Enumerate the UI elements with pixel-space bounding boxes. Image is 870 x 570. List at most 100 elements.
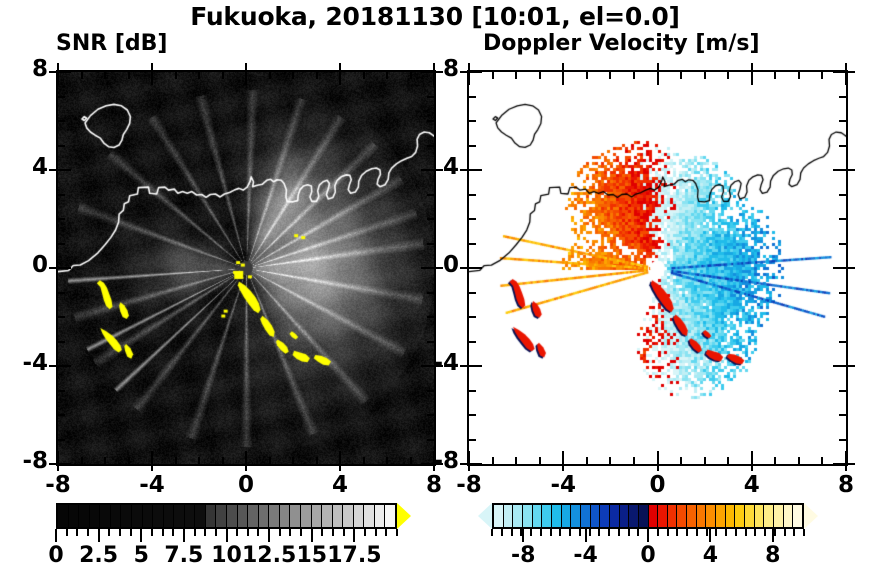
axis-tick: [58, 96, 65, 98]
axis-tick: [339, 451, 341, 464]
colorbar-minor-tick: [627, 529, 630, 536]
axis-tick: [421, 267, 434, 269]
colorbar-swatch: [142, 505, 154, 527]
axis-tick: [562, 63, 564, 70]
colorbar-minor-tick: [172, 529, 175, 536]
colorbar-minor-tick: [588, 529, 591, 536]
axis-tick: [427, 194, 434, 196]
colorbar-minor-tick: [118, 529, 121, 536]
axis-tick: [833, 463, 846, 465]
axis-tick: [839, 194, 846, 196]
colorbar-minor-tick: [656, 529, 659, 536]
snr-radar-panel[interactable]: [56, 70, 436, 466]
axis-tick: [848, 267, 855, 269]
axis-tick: [151, 464, 153, 471]
axis-tick: [839, 218, 846, 220]
left-colorbar-tick-label: 2.5: [79, 543, 119, 568]
axis-tick: [436, 169, 443, 171]
left-ytick-label: 0: [31, 252, 48, 278]
axis-tick: [839, 414, 846, 416]
colorbar-minor-tick: [520, 529, 523, 536]
axis-tick: [245, 464, 247, 471]
colorbar-minor-tick: [569, 529, 571, 536]
axis-tick: [774, 457, 776, 464]
axis-tick: [151, 451, 153, 464]
colorbar-swatch: [184, 505, 196, 527]
axis-tick: [436, 267, 443, 269]
axis-tick: [292, 457, 294, 464]
colorbar-major-tick: [310, 529, 313, 542]
axis-tick: [58, 439, 65, 441]
axis-tick: [427, 390, 434, 392]
colorbar-swatch: [561, 505, 572, 527]
colorbar-swatch: [687, 505, 697, 527]
right-ytick-label: 8: [442, 56, 459, 82]
colorbar-minor-tick: [374, 529, 377, 536]
axis-tick: [839, 341, 846, 343]
colorbar-minor-tick: [764, 529, 766, 536]
axis-tick: [848, 365, 855, 367]
axis-tick: [833, 169, 846, 171]
colorbar-swatch: [258, 505, 270, 527]
colorbar-over-arrow: [804, 503, 818, 529]
axis-tick: [609, 72, 611, 79]
colorbar-swatch: [353, 505, 365, 527]
colorbar-swatch: [503, 505, 514, 527]
axis-tick: [363, 72, 365, 79]
axis-tick: [657, 63, 659, 70]
axis-tick: [848, 71, 855, 73]
axis-tick: [421, 169, 434, 171]
axis-tick: [492, 72, 494, 79]
left-ytick-label: -8: [22, 448, 48, 474]
axis-tick: [175, 72, 177, 79]
axis-tick: [657, 464, 659, 471]
axis-tick: [469, 120, 476, 122]
axis-tick: [49, 365, 56, 367]
axis-tick: [839, 390, 846, 392]
colorbar-swatch: [590, 505, 601, 527]
colorbar-minor-tick: [803, 529, 805, 536]
snr-colorbar[interactable]: [56, 503, 411, 529]
axis-tick: [427, 292, 434, 294]
axis-tick: [845, 63, 847, 70]
colorbar-minor-tick: [65, 529, 68, 536]
colorbar-over-arrow: [397, 503, 411, 529]
axis-tick: [58, 365, 71, 367]
axis-tick: [436, 463, 443, 465]
colorbar-swatch: [648, 505, 659, 527]
axis-tick: [839, 243, 846, 245]
colorbar-minor-tick: [510, 529, 513, 536]
colorbar-minor-tick: [617, 529, 620, 536]
doppler-radar-panel[interactable]: [467, 70, 848, 466]
left-ytick-label: 4: [31, 154, 48, 180]
left-colorbar-tick-label: 5: [133, 543, 149, 568]
colorbar-minor-tick: [150, 529, 153, 536]
colorbar-major-tick: [522, 529, 525, 542]
doppler-colorbar[interactable]: [478, 503, 818, 529]
colorbar-swatch: [571, 505, 581, 527]
axis-tick: [657, 72, 659, 85]
colorbar-minor-tick: [278, 529, 281, 536]
colorbar-minor-tick: [608, 529, 610, 536]
axis-tick: [609, 457, 611, 464]
axis-tick: [704, 72, 706, 79]
axis-tick: [845, 451, 847, 464]
colorbar-swatch: [364, 505, 375, 527]
colorbar-minor-tick: [332, 529, 335, 536]
axis-tick: [515, 72, 517, 79]
colorbar-minor-tick: [783, 529, 786, 536]
axis-tick: [839, 96, 846, 98]
axis-tick: [839, 145, 846, 147]
colorbar-minor-tick: [161, 529, 164, 536]
axis-tick: [469, 292, 476, 294]
colorbar-major-tick: [771, 529, 774, 542]
colorbar-swatch: [237, 505, 249, 527]
colorbar-minor-tick: [715, 529, 718, 536]
axis-tick: [633, 72, 635, 79]
colorbar-minor-tick: [76, 529, 79, 536]
doppler-radar-image: [469, 72, 846, 464]
axis-tick: [175, 457, 177, 464]
colorbar-swatch: [551, 505, 562, 527]
axis-tick: [222, 457, 224, 464]
colorbar-major-tick: [225, 529, 228, 542]
